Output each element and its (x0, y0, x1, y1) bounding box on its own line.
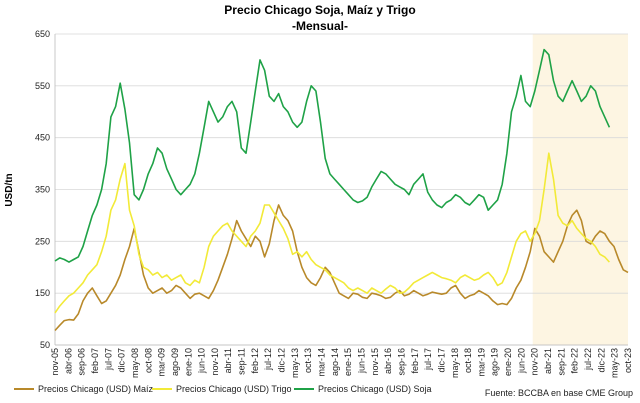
x-tick-label: oct-13 (303, 348, 313, 373)
x-tick-label: jul-07 (103, 348, 113, 371)
x-tick-label: nov-20 (530, 348, 540, 376)
x-tick-label: abr-16 (383, 348, 393, 374)
x-tick-label: sep-16 (396, 348, 406, 376)
x-tick-label: jul-17 (423, 348, 433, 371)
x-tick-label: sep-21 (556, 348, 566, 376)
series-line-0 (54, 204, 629, 332)
y-axis-label: USD/tn (4, 173, 15, 206)
x-tick-label: nov-10 (210, 348, 220, 376)
y-tick-label: 250 (35, 236, 50, 246)
series-line-2 (54, 48, 611, 263)
series-line-1 (54, 152, 610, 314)
x-tick-label: sep-06 (77, 348, 87, 376)
x-tick-label: nov-05 (50, 348, 60, 376)
y-tick-label: 50 (40, 340, 50, 350)
x-axis-ticks: nov-05 abr-06 sep-06 feb-07 jul-07 dic-07 may-… (50, 348, 633, 378)
x-tick-label: mar-14 (317, 348, 327, 377)
legend: Precios Chicago (USD) Maíz Precios Chicag… (14, 384, 432, 394)
x-tick-label: nov-15 (370, 348, 380, 376)
legend-label: Precios Chicago (USD) Maíz (38, 384, 154, 394)
legend-label: Precios Chicago (USD) Trigo (176, 384, 292, 394)
y-tick-label: 450 (35, 133, 50, 143)
x-tick-label: oct-23 (623, 348, 633, 373)
x-tick-label: oct-08 (143, 348, 153, 373)
x-tick-label: ene-10 (183, 348, 193, 376)
x-tick-label: ago-09 (170, 348, 180, 376)
x-tick-label: abr-06 (63, 348, 73, 374)
x-tick-label: ago-14 (330, 348, 340, 376)
x-tick-label: ago-19 (490, 348, 500, 376)
x-tick-label: feb-12 (250, 348, 260, 374)
x-tick-label: dic-22 (596, 348, 606, 373)
x-tick-label: may-08 (130, 348, 140, 378)
x-tick-label: oct-18 (463, 348, 473, 373)
x-tick-label: dic-07 (117, 348, 127, 373)
x-tick-label: feb-22 (570, 348, 580, 374)
chart-subtitle: -Mensual- (292, 19, 348, 33)
y-tick-label: 150 (35, 288, 50, 298)
x-tick-label: mar-09 (157, 348, 167, 377)
plot-area (54, 34, 628, 346)
source-note: Fuente: BCCBA en base CME Group (485, 388, 633, 398)
x-tick-label: ene-20 (503, 348, 513, 376)
y-tick-label: 550 (35, 81, 50, 91)
x-tick-label: jun-20 (516, 348, 526, 374)
x-tick-label: jul-12 (263, 348, 273, 371)
y-tick-label: 650 (35, 29, 50, 39)
x-tick-label: jun-10 (197, 348, 207, 374)
x-tick-label: ene-15 (343, 348, 353, 376)
y-tick-label: 350 (35, 185, 50, 195)
chart-title: Precio Chicago Soja, Maíz y Trigo (224, 3, 415, 17)
x-tick-label: jun-15 (356, 348, 366, 374)
x-tick-label: feb-07 (90, 348, 100, 374)
x-tick-label: abr-11 (223, 348, 233, 373)
x-tick-label: dic-17 (436, 348, 446, 373)
x-tick-label: mar-19 (476, 348, 486, 377)
x-tick-label: may-13 (290, 348, 300, 378)
y-axis-ticks: 50 150 250 350 450 550 650 (35, 29, 50, 350)
x-tick-label: sep-11 (237, 348, 247, 375)
x-tick-label: may-23 (610, 348, 620, 378)
x-tick-label: dic-12 (277, 348, 287, 373)
x-tick-label: feb-17 (410, 348, 420, 374)
series-lines (54, 48, 629, 332)
x-tick-label: may-18 (450, 348, 460, 378)
legend-label: Precios Chicago (USD) Soja (318, 384, 432, 394)
x-tick-label: abr-21 (543, 348, 553, 374)
x-tick-label: jul-22 (583, 348, 593, 371)
